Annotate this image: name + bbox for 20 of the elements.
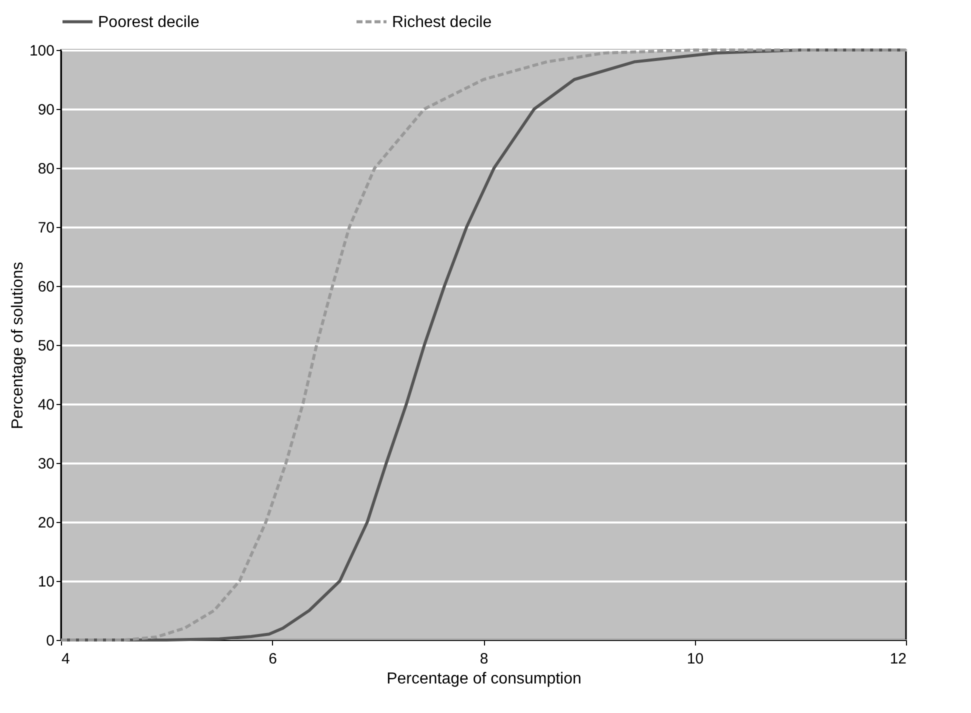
y-tick-label: 30	[38, 456, 54, 472]
y-tick-label: 90	[38, 102, 54, 118]
x-tick-label: 12	[890, 650, 906, 668]
x-axis-title: Percentage of consumption	[386, 670, 582, 688]
y-tick-label: 20	[38, 514, 54, 532]
y-tick-label: 40	[38, 396, 54, 414]
y-tick-label: 70	[38, 220, 54, 236]
legend-label: Poorest decile	[98, 14, 200, 31]
y-tick-label: 100	[29, 42, 54, 60]
x-tick-label: 4	[62, 650, 70, 668]
y-tick-label: 50	[38, 338, 54, 354]
x-tick-label: 8	[480, 650, 488, 668]
y-tick-label: 60	[38, 278, 54, 296]
y-tick-label: 80	[38, 160, 54, 178]
y-axis-title: Percentage of solutions	[9, 262, 26, 430]
legend-label: Richest decile	[392, 14, 492, 31]
x-tick-label: 10	[686, 650, 704, 668]
y-tick-label: 0	[46, 632, 54, 650]
x-tick-label: 6	[268, 650, 277, 668]
y-tick-label: 10	[38, 574, 54, 590]
